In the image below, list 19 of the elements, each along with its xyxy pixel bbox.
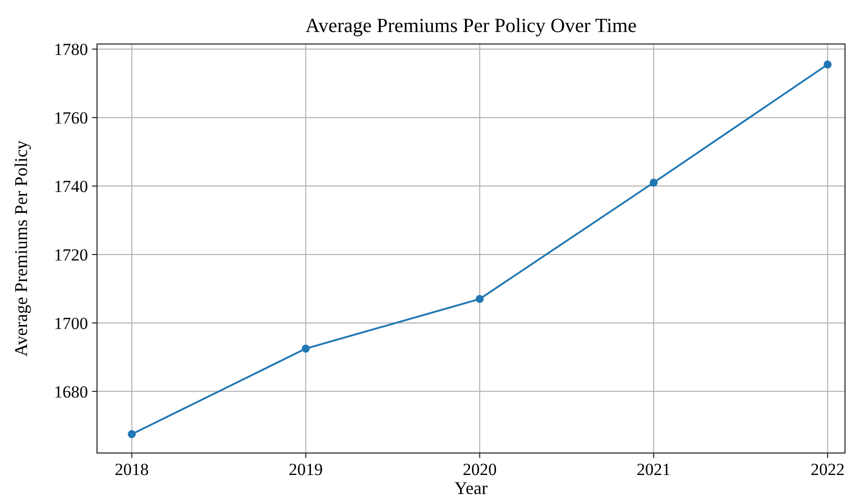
y-tick-label: 1700 (54, 314, 88, 333)
point (650, 178, 658, 187)
x-tick-label: 2021 (636, 460, 671, 479)
point (476, 294, 484, 303)
x-axis-title: Year (454, 478, 488, 497)
x-tick-label: 2019 (288, 460, 323, 479)
x-tick-label: 2018 (114, 460, 149, 479)
y-tick-label: 1680 (54, 382, 88, 402)
y-axis-title: Average Premiums Per Policy (11, 140, 31, 357)
point (824, 60, 832, 69)
point (128, 430, 136, 438)
y-tick-label: 1760 (54, 108, 88, 128)
y-tick-label: 1740 (54, 177, 88, 196)
chart-title: Average Premiums Per Policy Over Time (305, 15, 637, 37)
x-tick-label: 2022 (810, 460, 845, 479)
y-tick-label: 1780 (54, 40, 88, 60)
point (302, 344, 310, 353)
x-tick-label: 2020 (462, 460, 497, 479)
y-tick-label: 1720 (54, 245, 88, 264)
